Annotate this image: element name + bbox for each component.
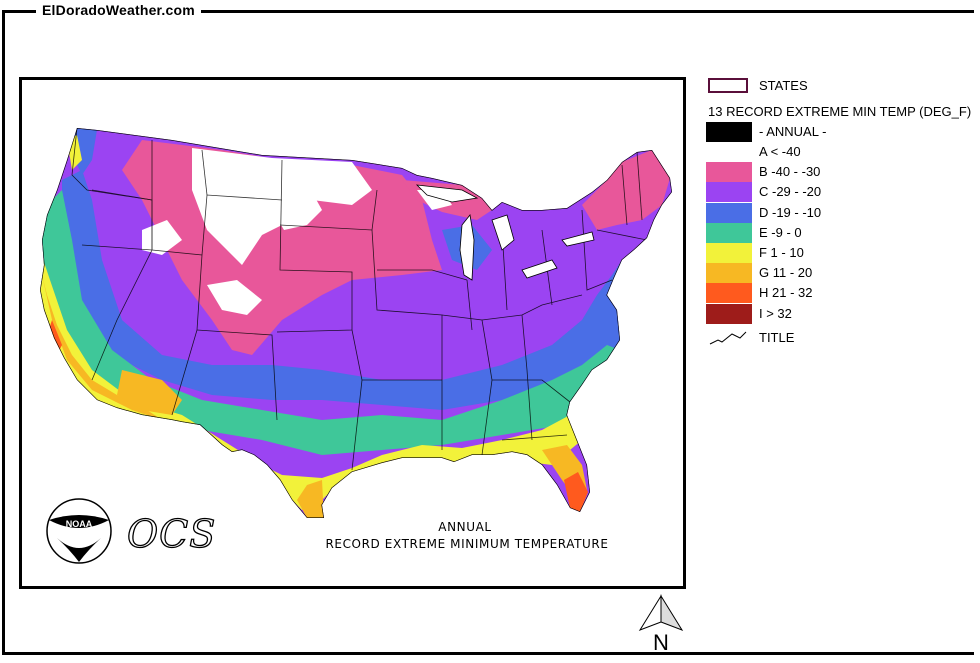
legend-swatch — [706, 303, 752, 324]
legend-class-label: F 1 - 10 — [759, 245, 804, 260]
noaa-logo: NOAA — [46, 498, 112, 564]
legend-swatch — [706, 263, 752, 284]
legend-title-symbol-label: TITLE — [759, 330, 795, 345]
north-arrow: N — [634, 592, 688, 658]
legend-swatch — [706, 202, 752, 223]
map-panel: NOAA OCS ANNUAL RECORD EXTREME MINIMUM T… — [19, 77, 686, 589]
legend-class-label: C -29 - -20 — [759, 184, 822, 200]
legend-swatch — [706, 182, 752, 203]
legend-class-label: B -40 - -30 — [759, 164, 821, 180]
legend-class-label: H 21 - 32 — [759, 285, 813, 301]
caption-title: RECORD EXTREME MINIMUM TEMPERATURE — [325, 537, 609, 551]
title-line-icon — [709, 331, 747, 345]
legend-class-label: I > 32 — [759, 305, 792, 321]
caption-annual: ANNUAL — [438, 520, 492, 534]
us-map: NOAA — [40, 128, 672, 564]
legend-swatch — [706, 222, 752, 243]
legend-swatch — [706, 243, 752, 263]
legend-class-label: G 11 - 20 — [759, 265, 813, 281]
ocs-logo-text: OCS — [126, 511, 217, 556]
states-swatch — [708, 78, 748, 93]
legend-annual-label: - ANNUAL - — [759, 124, 827, 139]
legend-swatch — [706, 162, 752, 183]
legend-states-label: STATES — [759, 78, 808, 93]
site-label: ElDoradoWeather.com — [36, 2, 201, 18]
legend: STATES 13 RECORD EXTREME MIN TEMP (DEG_F… — [706, 76, 980, 356]
legend-class-label: E -9 - 0 — [759, 224, 802, 240]
outer-frame — [2, 10, 974, 655]
noaa-logo-text: NOAA — [66, 519, 93, 529]
legend-class-label: A < -40 — [759, 144, 801, 159]
legend-swatch-annual — [706, 122, 752, 142]
north-arrow-icon: N — [638, 594, 684, 655]
legend-title: 13 RECORD EXTREME MIN TEMP (DEG_F) — [708, 104, 972, 119]
legend-swatch — [706, 283, 752, 304]
north-label: N — [653, 630, 669, 655]
legend-class-label: D -19 - -10 — [759, 204, 822, 220]
legend-swatch — [706, 142, 752, 162]
